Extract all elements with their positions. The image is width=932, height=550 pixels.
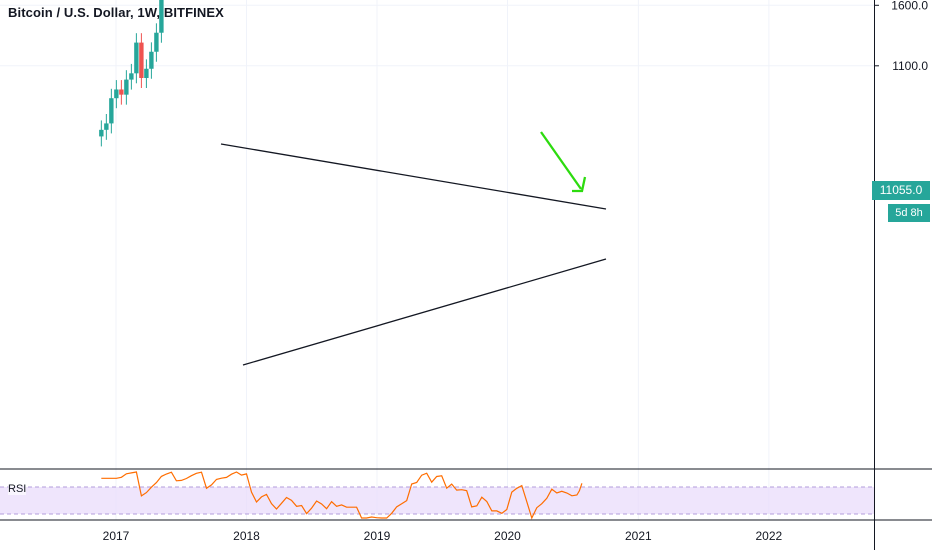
x-tick-label: 2021 <box>625 529 652 543</box>
candle-body <box>144 68 149 78</box>
candle-body <box>114 89 119 99</box>
y-tick-label: 1100.0 <box>892 59 928 73</box>
lower-trendline <box>242 258 607 366</box>
candle-body <box>149 51 154 69</box>
chart-title: Bitcoin / U.S. Dollar, 1W, BITFINEX <box>8 5 224 20</box>
candle-body <box>99 129 104 137</box>
candle-body <box>154 32 159 52</box>
triangle-trendlines <box>220 143 607 366</box>
candle-body <box>119 89 124 95</box>
candle-body <box>139 42 144 78</box>
arrow-shaft <box>540 131 582 190</box>
candle-body <box>134 42 139 74</box>
candle-body <box>124 79 129 95</box>
x-tick-label: 2017 <box>103 529 130 543</box>
last-price-badge: 11055.0 <box>872 181 930 200</box>
x-tick-label: 2018 <box>233 529 260 543</box>
rsi-band <box>0 487 874 514</box>
x-tick-label: 2019 <box>364 529 391 543</box>
time-axis[interactable]: 2017 2018 2019 2020 2021 2022 <box>103 529 783 543</box>
bar-countdown-badge: 5d 8h <box>888 204 930 222</box>
rsi-line <box>101 471 583 520</box>
candle-body <box>159 0 164 33</box>
arrow-annotation <box>540 131 587 193</box>
y-tick-label: 1600.0 <box>891 0 928 12</box>
upper-trendline <box>220 143 607 210</box>
price-axis[interactable]: 1100.01600.02400.03400.05000.07000.01400… <box>874 0 928 73</box>
candle-body <box>129 73 134 80</box>
candle-body <box>104 123 109 130</box>
arrow-head <box>572 176 587 193</box>
rsi-label: RSI <box>8 483 27 495</box>
candle-body <box>109 98 114 124</box>
x-tick-label: 2020 <box>494 529 521 543</box>
candles <box>99 0 164 147</box>
rsi-pane <box>0 471 874 520</box>
x-tick-label: 2022 <box>756 529 783 543</box>
